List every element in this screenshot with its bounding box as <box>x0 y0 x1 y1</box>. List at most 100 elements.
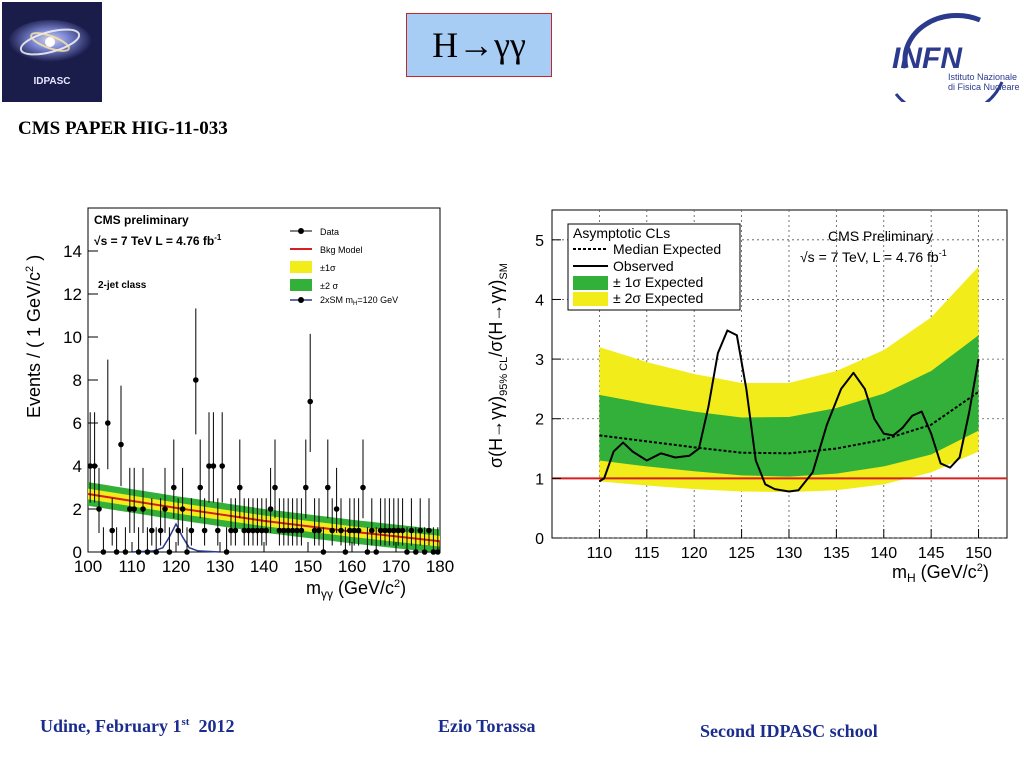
median-expected-line <box>599 391 980 455</box>
x-tick-label: 120 <box>162 557 190 576</box>
idpasc-logo: IDPASC <box>2 2 102 102</box>
data-point <box>254 498 261 546</box>
data-point <box>373 527 380 555</box>
data-point <box>382 498 388 546</box>
data-point <box>113 527 120 555</box>
data-point <box>215 498 221 546</box>
data-point <box>285 498 292 546</box>
data-point <box>276 498 283 546</box>
data-point <box>311 498 318 546</box>
data-point <box>360 439 366 519</box>
idpasc-galaxy-icon <box>8 20 92 64</box>
y-axis-label: Events / ( 1 GeV/c2 ) <box>24 255 44 418</box>
data-point <box>325 439 331 519</box>
data-point <box>127 467 133 533</box>
chart-title: CMS Preliminary <box>828 228 933 244</box>
data-point <box>435 527 441 555</box>
slide-title-box: H→γγ <box>406 13 552 77</box>
y-tick-label: 3 <box>535 352 544 369</box>
band-1sigma <box>599 335 979 477</box>
legend-band2: ± 2σ Expected <box>613 290 703 306</box>
infn-logo-sub2: di Fisica Nucleare <box>948 82 1020 92</box>
data-point <box>408 498 415 546</box>
data-point <box>399 498 406 546</box>
x-tick-label: 140 <box>250 557 278 576</box>
data-point <box>219 412 225 503</box>
data-point <box>281 498 287 546</box>
x-tick-label: 160 <box>338 557 366 576</box>
data-point <box>109 498 115 546</box>
x-tick-label: 120 <box>681 545 708 562</box>
data-point <box>338 498 344 546</box>
footer-place-date: Udine, February 1st 2012 <box>40 716 235 736</box>
legend-band1: ± 1σ Expected <box>613 274 703 290</box>
x-tick-label: 150 <box>965 545 992 562</box>
legend-data: Data <box>320 227 339 237</box>
data-point <box>166 527 173 555</box>
y-tick-label: 4 <box>535 292 544 309</box>
limit-svg: 110 115 120 125 130 135 140 145 150 0 1 2 3 4 5 Asympt… <box>486 209 1008 585</box>
x-tick-label: 110 <box>587 545 613 562</box>
data-point <box>188 498 195 546</box>
data-point <box>144 527 151 555</box>
data-point <box>179 467 186 533</box>
data-point <box>298 498 305 546</box>
data-point <box>267 467 274 533</box>
idpasc-logo-text: IDPASC <box>33 76 71 87</box>
data-point <box>153 527 159 555</box>
data-point <box>364 527 371 555</box>
x-tick-label: 100 <box>74 557 102 576</box>
data-point <box>100 527 107 555</box>
data-point <box>259 498 265 546</box>
data-point <box>355 498 362 546</box>
chart-subtitle: √s = 7 TeV L = 4.76 fb-1 <box>94 233 222 248</box>
data-point <box>157 498 164 546</box>
data-point <box>245 498 252 546</box>
data-point <box>342 527 349 555</box>
footer-author: Ezio Torassa <box>438 716 536 736</box>
y-axis-label: σ(H→γγ)95% CL/σ(H→γγ)SM <box>486 263 510 468</box>
data-point <box>272 439 278 519</box>
data-point <box>430 527 437 555</box>
data-point <box>417 498 424 546</box>
y-tick-label: 1 <box>535 471 544 488</box>
diphoton-mass-chart: 100 110 120 130 140 150 160 170 180 0 2 4 6 8 10 12 14 C… <box>10 190 465 610</box>
data-point <box>351 498 358 546</box>
data-point <box>210 412 217 503</box>
y-tick-label: 8 <box>73 371 82 390</box>
data-point <box>395 498 402 546</box>
data-point <box>228 498 234 546</box>
data-point <box>347 498 353 546</box>
infn-logo-graphic: INFN Istituto Nazionale di Fisica Nuclea… <box>892 12 1020 119</box>
chart-title: CMS preliminary <box>94 213 189 227</box>
data-point <box>197 439 203 519</box>
slide-title: H→γγ <box>432 25 526 65</box>
x-tick-label: 170 <box>382 557 410 576</box>
footer-school: Second IDPASC school <box>700 721 878 741</box>
infn-logo: INFN Istituto Nazionale di Fisica Nuclea… <box>884 12 1024 119</box>
data-point <box>329 498 336 546</box>
legend-observed: Observed <box>613 258 674 274</box>
data-point <box>223 527 230 555</box>
data-point <box>105 359 111 470</box>
data-point <box>320 527 327 555</box>
chart-annotation: 2-jet class <box>98 280 147 291</box>
data-point <box>118 385 124 487</box>
data-point <box>391 498 397 546</box>
data-point <box>206 412 212 503</box>
observed-line <box>598 329 980 493</box>
chart-legend: Data Bkg Model ±1σ ±2 σ 2xSM mH=120 GeV <box>290 227 398 307</box>
x-tick-label: 130 <box>206 557 234 576</box>
y-tick-label: 0 <box>535 531 544 548</box>
y-tick-label: 6 <box>73 414 82 433</box>
paper-reference: CMS PAPER HIG-11-033 <box>18 118 228 139</box>
y-tick-label: 2 <box>73 500 82 519</box>
bkg-model-line <box>87 492 441 543</box>
data-point <box>201 498 208 546</box>
data-point <box>307 333 314 452</box>
x-tick-label: 180 <box>426 557 454 576</box>
data-point <box>289 498 296 546</box>
y-tick-label: 10 <box>63 328 82 347</box>
legend-median: Median Expected <box>613 241 721 257</box>
y-tick-label: 0 <box>73 543 82 562</box>
